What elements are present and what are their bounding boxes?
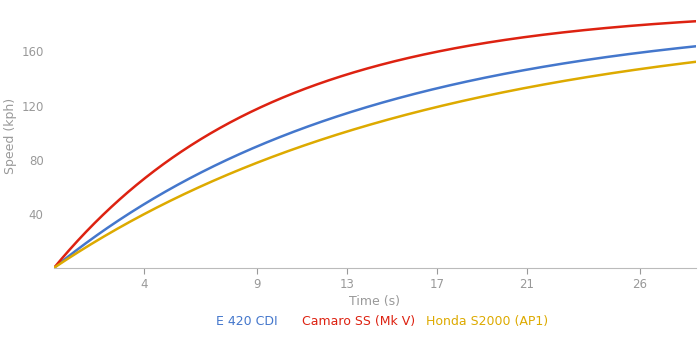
Text: E 420 CDI: E 420 CDI: [216, 315, 277, 328]
Text: Camaro SS (Mk V): Camaro SS (Mk V): [302, 315, 416, 328]
Y-axis label: Speed (kph): Speed (kph): [4, 98, 18, 174]
X-axis label: Time (s): Time (s): [349, 295, 400, 308]
Text: Honda S2000 (AP1): Honda S2000 (AP1): [426, 315, 548, 328]
